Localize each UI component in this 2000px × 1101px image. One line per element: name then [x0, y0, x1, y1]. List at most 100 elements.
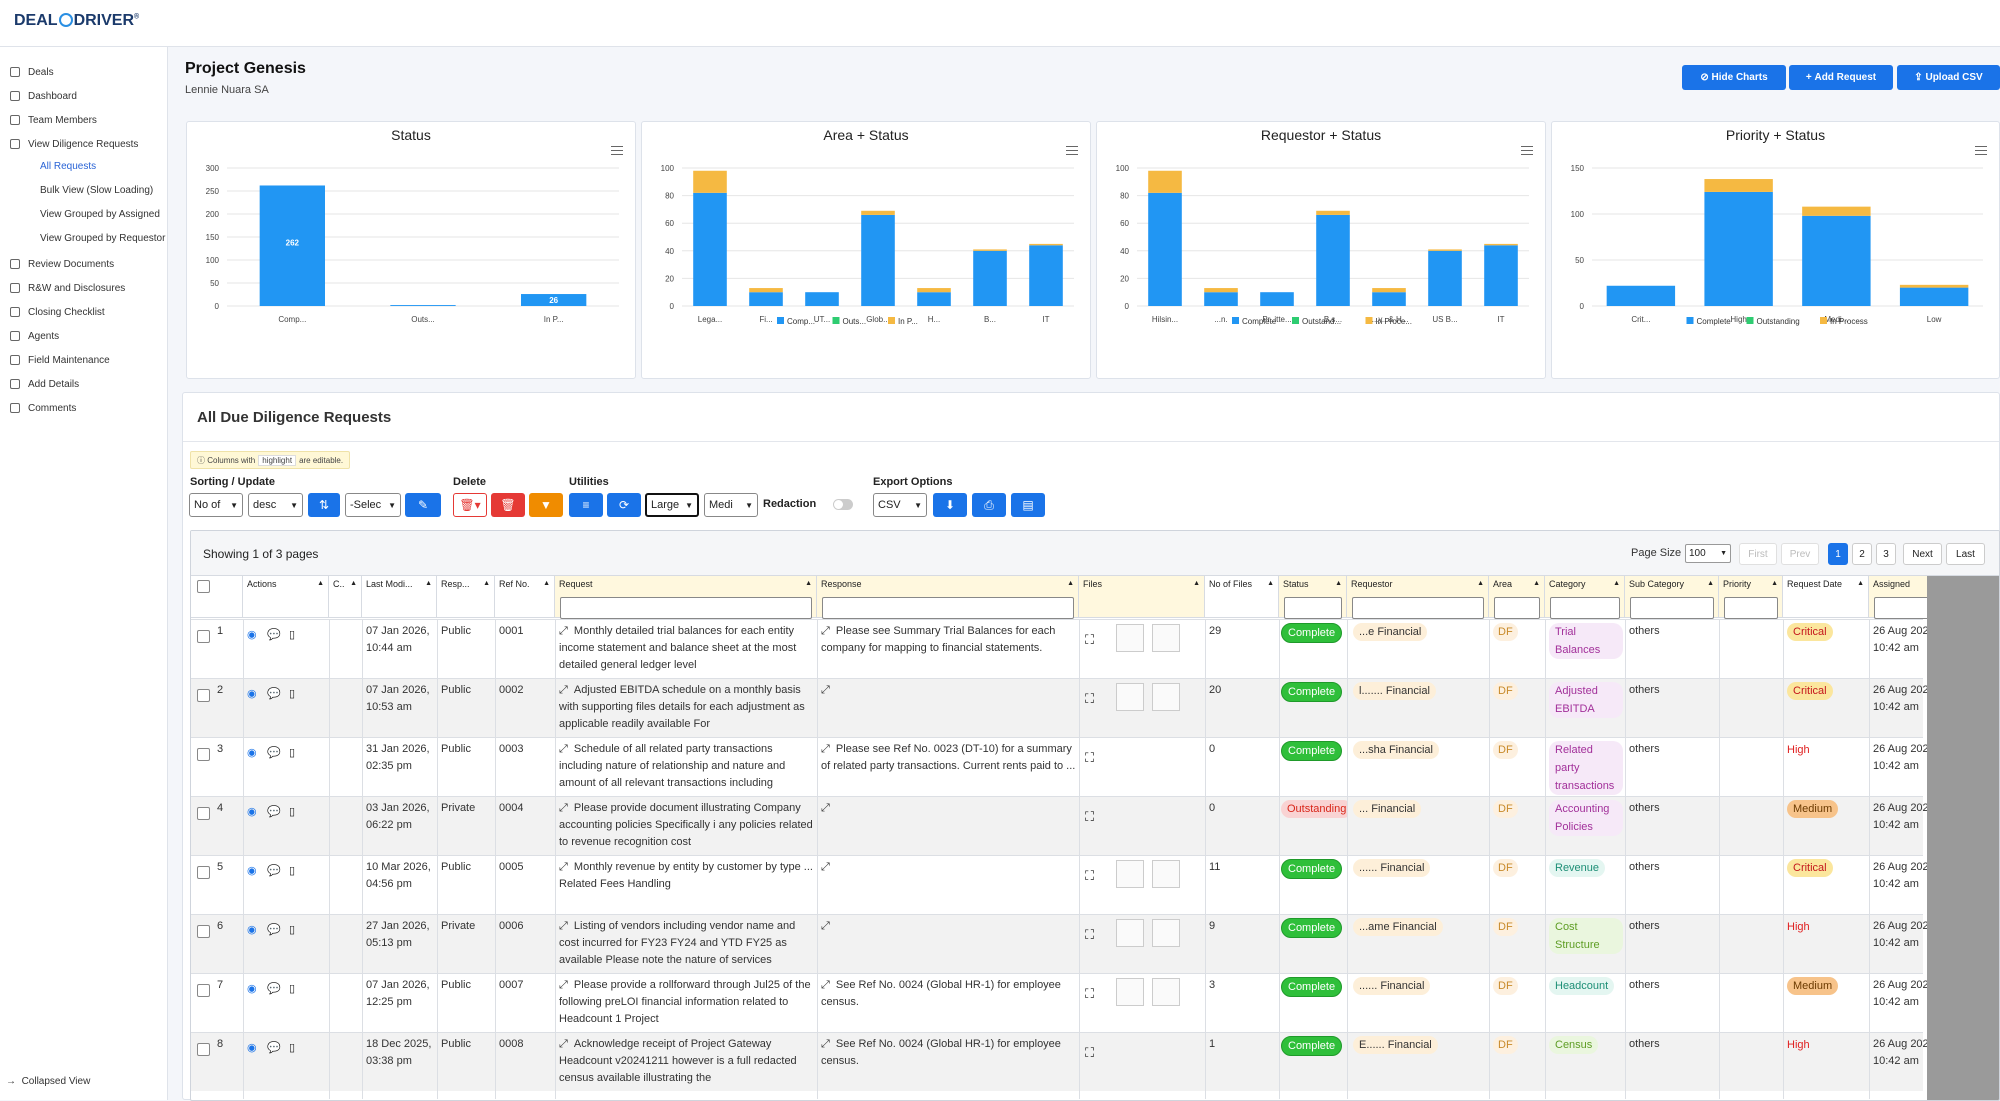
area-cell[interactable]: DF: [1493, 800, 1518, 818]
expand-icon[interactable]: ⤢: [821, 743, 836, 755]
filter-delete-button[interactable]: ▼: [529, 493, 563, 517]
request-cell[interactable]: ⤢ Schedule of all related party transact…: [559, 741, 815, 794]
bar-segment[interactable]: [917, 288, 951, 293]
hamburger-menu-icon[interactable]: [611, 146, 623, 155]
view-icon[interactable]: ◉: [247, 865, 257, 877]
response-cell[interactable]: ⤢: [821, 918, 1077, 971]
requestor-cell[interactable]: ...e Financial: [1353, 623, 1487, 641]
document-icon[interactable]: ▯: [289, 865, 296, 877]
files-expand-icon[interactable]: ⛶: [1085, 986, 1095, 1001]
comments-icon[interactable]: 💬: [267, 629, 281, 641]
row-checkbox[interactable]: [197, 807, 210, 820]
status-cell[interactable]: Complete: [1281, 682, 1347, 702]
sort-direction-select[interactable]: desc ▼: [248, 493, 303, 517]
table-row[interactable]: 5 ◉ 💬 ▯ 10 Mar 2026, 04:56 pm Public 0005 ⤢ Mon…: [191, 855, 1938, 914]
bar-segment[interactable]: [917, 292, 951, 306]
collapsed-view-toggle[interactable]: → Collapsed View: [6, 1076, 90, 1087]
sidebar-item[interactable]: Closing Checklist: [10, 303, 105, 321]
table-row[interactable]: 7 ◉ 💬 ▯ 07 Jan 2026, 12:25 pm Public 0007 ⤢ Ple…: [191, 973, 1938, 1032]
category-cell[interactable]: Census: [1549, 1036, 1623, 1054]
hamburger-menu-icon[interactable]: [1975, 146, 1987, 155]
file-thumbnail[interactable]: [1116, 978, 1144, 1006]
request-cell[interactable]: ⤢ Monthly revenue by entity by customer …: [559, 859, 815, 912]
bar-segment[interactable]: [973, 249, 1007, 251]
priority-cell[interactable]: High: [1787, 741, 1810, 759]
requestor-cell[interactable]: l....... Financial: [1353, 682, 1487, 700]
expand-icon[interactable]: ⤢: [559, 979, 574, 991]
sidebar-item[interactable]: Review Documents: [10, 255, 114, 273]
column-filter-input[interactable]: [1352, 597, 1484, 619]
select-all-checkbox[interactable]: [197, 580, 210, 593]
document-icon[interactable]: ▯: [289, 1042, 296, 1054]
expand-icon[interactable]: ⤢: [559, 743, 574, 755]
sort-field-select[interactable]: No of ▼: [189, 493, 243, 517]
print-button[interactable]: ⎙: [972, 493, 1006, 517]
sidebar-item[interactable]: R&W and Disclosures: [10, 279, 125, 297]
bar-segment[interactable]: [1204, 292, 1238, 306]
bar-segment[interactable]: [1204, 288, 1238, 293]
files-expand-icon[interactable]: ⛶: [1085, 750, 1095, 765]
upload-csv-button[interactable]: ⇪ Upload CSV: [1897, 65, 2000, 90]
category-cell[interactable]: Cost Structure: [1549, 918, 1623, 954]
column-filter-input[interactable]: [1284, 597, 1342, 619]
table-row[interactable]: 8 ◉ 💬 ▯ 18 Dec 2025, 03:38 pm Public 0008 ⤢ Ack…: [191, 1032, 1938, 1091]
view-icon[interactable]: ◉: [247, 688, 257, 700]
row-checkbox[interactable]: [197, 748, 210, 761]
files-expand-icon[interactable]: ⛶: [1085, 809, 1095, 824]
response-cell[interactable]: ⤢ See Ref No. 0024 (Global HR-1) for emp…: [821, 1036, 1077, 1089]
priority-cell[interactable]: High: [1787, 918, 1810, 936]
response-cell[interactable]: ⤢: [821, 859, 1077, 912]
status-cell[interactable]: Complete: [1281, 741, 1347, 761]
response-cell[interactable]: ⤢ Please see Ref No. 0023 (DT-10) for a …: [821, 741, 1077, 794]
export-doc-button[interactable]: ▤: [1011, 493, 1045, 517]
table-row[interactable]: 2 ◉ 💬 ▯ 07 Jan 2026, 10:53 am Public 0002 ⤢ Adj…: [191, 678, 1938, 737]
bar[interactable]: [521, 294, 587, 306]
requestor-cell[interactable]: ...... Financial: [1353, 977, 1487, 995]
update-field-select[interactable]: -Selec ▼: [345, 493, 401, 517]
font-size-select[interactable]: Medi ▼: [704, 493, 758, 517]
table-row[interactable]: 6 ◉ 💬 ▯ 27 Jan 2026, 05:13 pm Private 0006 ⤢ Li…: [191, 914, 1938, 973]
row-checkbox[interactable]: [197, 866, 210, 879]
bar-segment[interactable]: [805, 292, 839, 306]
bar-segment[interactable]: [749, 292, 783, 306]
next-page-button[interactable]: Next: [1903, 543, 1942, 565]
delete-menu-button[interactable]: 🗑▾: [453, 493, 487, 517]
update-button[interactable]: ✎: [405, 493, 441, 517]
bar-segment[interactable]: [861, 214, 895, 306]
horizontal-scroll-area[interactable]: [1927, 576, 1999, 1100]
response-cell[interactable]: ⤢: [821, 800, 1077, 853]
bar-segment[interactable]: [861, 210, 895, 215]
bar-segment[interactable]: [1372, 288, 1406, 293]
bar-segment[interactable]: [1372, 292, 1406, 306]
bar-segment[interactable]: [973, 250, 1007, 306]
bar-segment[interactable]: [749, 288, 783, 293]
page-2-button[interactable]: 2: [1852, 543, 1872, 565]
hamburger-menu-icon[interactable]: [1521, 146, 1533, 155]
request-cell[interactable]: ⤢ Adjusted EBITDA schedule on a monthly …: [559, 682, 815, 735]
bar-segment[interactable]: [1704, 179, 1773, 192]
requestor-cell[interactable]: ... Financial: [1353, 800, 1487, 818]
sidebar-item[interactable]: View Diligence Requests: [10, 135, 138, 153]
file-thumbnail[interactable]: [1152, 978, 1180, 1006]
files-expand-icon[interactable]: ⛶: [1085, 868, 1095, 883]
comments-icon[interactable]: 💬: [267, 983, 281, 995]
response-cell[interactable]: ⤢ See Ref No. 0024 (Global HR-1) for emp…: [821, 977, 1077, 1030]
column-header[interactable]: Request Date ▲: [1783, 576, 1869, 618]
sidebar-item[interactable]: Comments: [10, 399, 76, 417]
view-icon[interactable]: ◉: [247, 747, 257, 759]
area-cell[interactable]: DF: [1493, 741, 1518, 759]
bar-segment[interactable]: [1606, 285, 1676, 306]
comments-icon[interactable]: 💬: [267, 688, 281, 700]
area-cell[interactable]: DF: [1493, 859, 1518, 877]
bar-segment[interactable]: [1029, 245, 1063, 306]
bar-segment[interactable]: [1029, 243, 1063, 246]
sidebar-item[interactable]: Dashboard: [10, 87, 77, 105]
status-cell[interactable]: Complete: [1281, 918, 1347, 938]
bar-segment[interactable]: [1428, 249, 1462, 251]
document-icon[interactable]: ▯: [289, 747, 296, 759]
area-cell[interactable]: DF: [1493, 1036, 1518, 1054]
hide-charts-button[interactable]: ⊘ Hide Charts: [1682, 65, 1786, 90]
row-checkbox[interactable]: [197, 925, 210, 938]
bar-segment[interactable]: [1148, 192, 1182, 306]
hamburger-menu-icon[interactable]: [1066, 146, 1078, 155]
